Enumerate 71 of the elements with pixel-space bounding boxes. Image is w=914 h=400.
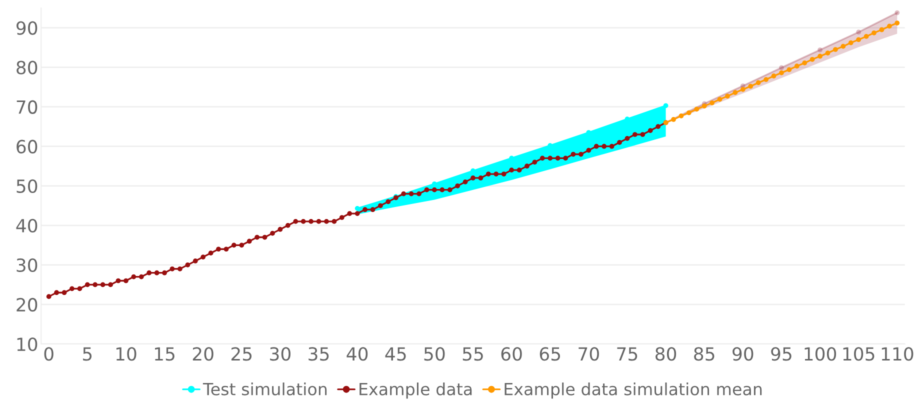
point bbox=[864, 34, 869, 39]
x-tick-label: 70 bbox=[578, 347, 599, 361]
point bbox=[678, 113, 684, 118]
point bbox=[848, 40, 854, 46]
legend-label: Test simulation bbox=[202, 382, 327, 396]
point bbox=[856, 37, 862, 42]
point bbox=[748, 84, 754, 89]
point bbox=[818, 47, 822, 52]
x-tick-label: 65 bbox=[540, 347, 560, 361]
x-tick-label: 75 bbox=[617, 347, 638, 361]
point bbox=[764, 77, 768, 82]
point bbox=[825, 50, 830, 56]
x-tick-label: 10 bbox=[116, 347, 136, 361]
x-tick-label: 80 bbox=[656, 347, 676, 361]
point bbox=[794, 64, 800, 69]
x-tick-label: 35 bbox=[308, 347, 329, 361]
point bbox=[694, 106, 700, 112]
point bbox=[710, 100, 714, 106]
point bbox=[671, 117, 676, 122]
point bbox=[894, 10, 900, 16]
point bbox=[802, 60, 808, 66]
point bbox=[702, 104, 707, 108]
x-tick-label: 15 bbox=[155, 347, 174, 361]
point bbox=[756, 80, 761, 86]
point bbox=[663, 103, 668, 108]
point bbox=[818, 54, 822, 59]
y-tick-label: 50 bbox=[16, 179, 38, 193]
legend-label: Example data simulation mean bbox=[504, 382, 762, 399]
x-tick-label: 85 bbox=[694, 347, 714, 361]
y-tick-label: 80 bbox=[16, 60, 38, 74]
point bbox=[879, 27, 884, 32]
point bbox=[732, 90, 738, 96]
x-tick-label: 30 bbox=[270, 347, 290, 361]
y-tick-label: 40 bbox=[16, 218, 38, 233]
point bbox=[887, 24, 892, 29]
point bbox=[856, 30, 862, 35]
point bbox=[786, 67, 792, 72]
x-tick-label: 45 bbox=[385, 347, 406, 361]
point bbox=[840, 44, 846, 49]
point bbox=[810, 56, 815, 62]
x-tick-label: 100 bbox=[804, 347, 836, 361]
point bbox=[686, 110, 692, 116]
y-tick-label: 70 bbox=[16, 100, 38, 114]
y-tick-label: 10 bbox=[17, 337, 38, 352]
x-tick-label: 25 bbox=[231, 347, 252, 361]
point bbox=[771, 74, 776, 78]
point bbox=[725, 94, 730, 99]
point bbox=[779, 70, 784, 76]
x-tick-label: 110 bbox=[882, 347, 914, 361]
x-tick-label: 60 bbox=[501, 347, 522, 361]
point bbox=[354, 206, 360, 211]
y-tick-label: 30 bbox=[16, 258, 38, 272]
x-tick-label: 40 bbox=[346, 347, 368, 361]
x-tick-label: 20 bbox=[192, 347, 214, 361]
point bbox=[872, 30, 876, 36]
point bbox=[894, 20, 900, 26]
x-tick-label: 5 bbox=[83, 347, 92, 361]
y-tick-label: 60 bbox=[16, 140, 38, 154]
y-tick-label: 20 bbox=[16, 298, 38, 312]
x-tick-label: 55 bbox=[462, 347, 483, 361]
x-tick-label: 90 bbox=[732, 347, 754, 361]
x-tick-label: 0 bbox=[44, 347, 54, 361]
x-tick-label: 95 bbox=[771, 347, 792, 361]
point bbox=[833, 47, 838, 52]
x-tick-label: 105 bbox=[843, 347, 874, 361]
point bbox=[779, 65, 784, 70]
y-tick-label: 90 bbox=[16, 21, 38, 35]
legend-label: Example data bbox=[360, 382, 472, 399]
point bbox=[740, 87, 746, 92]
point bbox=[717, 96, 722, 102]
x-tick-label: 50 bbox=[424, 347, 445, 361]
